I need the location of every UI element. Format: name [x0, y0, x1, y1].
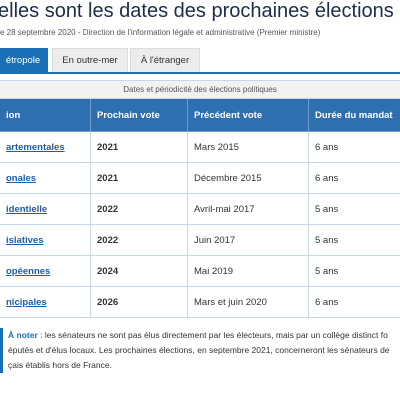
table-cell: Juin 2017 [187, 224, 309, 256]
elections-table: Dates et périodicité des élections polit… [0, 80, 400, 318]
table-cell: 2022 [90, 224, 188, 256]
table-row: nicipales 2026 Mars et juin 2020 6 ans [0, 286, 400, 318]
table-cell: 5 ans [308, 224, 400, 256]
election-link[interactable]: nicipales [0, 286, 91, 318]
note-line: éputés et d'élus locaux. Les prochaines … [8, 345, 390, 355]
table-cell: 6 ans [308, 131, 400, 163]
table-row: opéennes 2024 Mai 2019 5 ans [0, 255, 400, 287]
table-row: identielle 2022 Avril-mai 2017 5 ans [0, 193, 400, 225]
election-link[interactable]: artementales [0, 131, 91, 163]
table-cell: 2026 [90, 286, 188, 318]
table-cell: 2022 [90, 193, 188, 225]
table-cell: 2021 [90, 162, 188, 194]
note-text: : les sénateurs ne sont pas élus directe… [37, 330, 388, 340]
caption-row: Dates et périodicité des élections polit… [0, 80, 400, 99]
note-line: À noter : les sénateurs ne sont pas élus… [8, 328, 400, 343]
header-row: ion Prochain vote Précédent vote Durée d… [0, 98, 400, 132]
note-label: À noter [8, 330, 38, 340]
table-cell: Mai 2019 [187, 255, 309, 287]
election-link[interactable]: identielle [0, 193, 91, 225]
table-row: artementales 2021 Mars 2015 6 ans [0, 131, 400, 163]
table-row: islatives 2022 Juin 2017 5 ans [0, 224, 400, 256]
election-link[interactable]: onales [0, 162, 91, 194]
table-row: onales 2021 Décembre 2015 6 ans [0, 162, 400, 194]
column-header: ion [0, 98, 91, 132]
column-header: Durée du mandat [308, 98, 400, 132]
table-cell: Mars et juin 2020 [187, 286, 309, 318]
note: À noter : les sénateurs ne sont pas élus… [0, 328, 400, 373]
table-cell: Mars 2015 [187, 131, 309, 163]
tab[interactable]: étropole [0, 48, 48, 72]
column-header: Précédent vote [187, 98, 309, 132]
note-line: çais établis hors de France. [8, 360, 112, 370]
table-caption: Dates et périodicité des élections polit… [0, 80, 400, 99]
table-cell: 2021 [90, 131, 188, 163]
column-header: Prochain vote [90, 98, 188, 132]
table-cell: 6 ans [308, 286, 400, 318]
table-cell: 6 ans [308, 162, 400, 194]
table-cell: 2024 [90, 255, 188, 287]
election-link[interactable]: opéennes [0, 255, 91, 287]
election-link[interactable]: islatives [0, 224, 91, 256]
tab[interactable]: À l'étranger [130, 48, 200, 72]
table-cell: 5 ans [308, 255, 400, 287]
subtitle: e 28 septembre 2020 - Direction de l'inf… [0, 28, 321, 37]
table-cell: Avril-mai 2017 [187, 193, 309, 225]
table-cell: Décembre 2015 [187, 162, 309, 194]
tab[interactable]: En outre-mer [52, 48, 128, 72]
tab-bar: étropole En outre-mer À l'étranger [0, 48, 400, 74]
table-cell: 5 ans [308, 193, 400, 225]
page-title: elles sont les dates des prochaines élec… [0, 0, 400, 22]
table-body: artementales 2021 Mars 2015 6 ans onales 2021… [0, 131, 400, 318]
